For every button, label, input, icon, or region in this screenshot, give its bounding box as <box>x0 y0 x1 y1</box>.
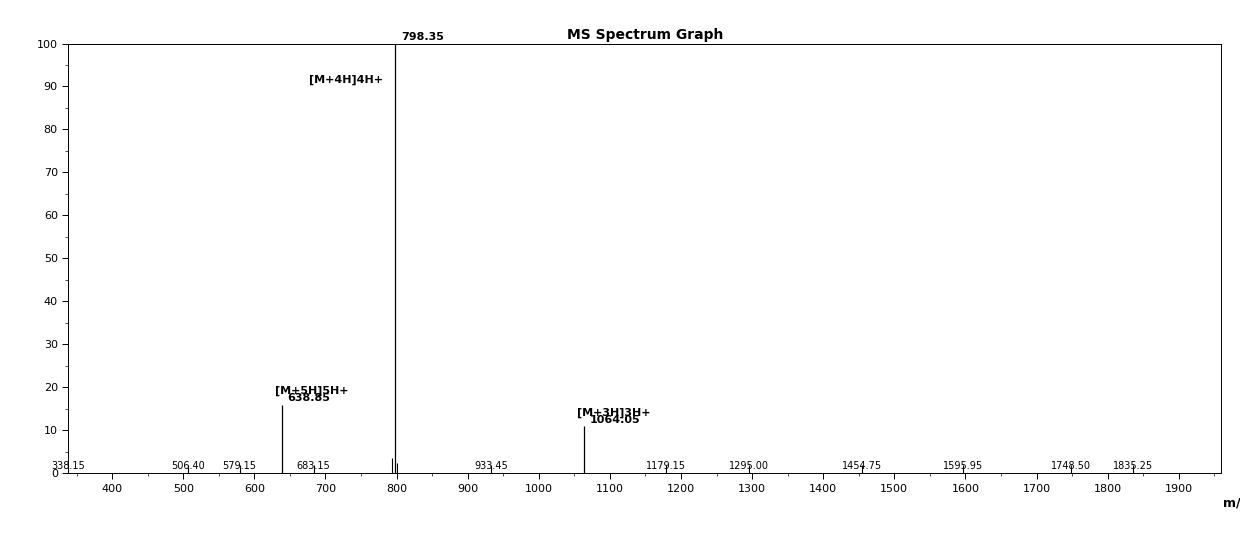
Text: 1595.95: 1595.95 <box>942 461 982 471</box>
Text: [M+3H]3H+: [M+3H]3H+ <box>578 407 651 418</box>
Text: [M+4H]4H+: [M+4H]4H+ <box>309 75 383 85</box>
Text: 1179.15: 1179.15 <box>646 461 686 471</box>
Text: 683.15: 683.15 <box>296 461 330 471</box>
X-axis label: m/z: m/z <box>1223 497 1240 510</box>
Text: 1835.25: 1835.25 <box>1112 461 1153 471</box>
Title: MS Spectrum Graph: MS Spectrum Graph <box>567 28 723 42</box>
Text: 1295.00: 1295.00 <box>729 461 769 471</box>
Text: 1748.50: 1748.50 <box>1052 461 1091 471</box>
Text: 1064.05: 1064.05 <box>590 415 641 425</box>
Text: 506.40: 506.40 <box>171 461 205 471</box>
Text: 579.15: 579.15 <box>222 461 257 471</box>
Text: [M+5H]5H+: [M+5H]5H+ <box>275 386 348 396</box>
Text: 798.35: 798.35 <box>401 32 444 42</box>
Text: 638.85: 638.85 <box>288 393 330 403</box>
Text: 338.15: 338.15 <box>51 461 86 471</box>
Text: 1454.75: 1454.75 <box>842 461 882 471</box>
Text: 933.45: 933.45 <box>475 461 508 471</box>
